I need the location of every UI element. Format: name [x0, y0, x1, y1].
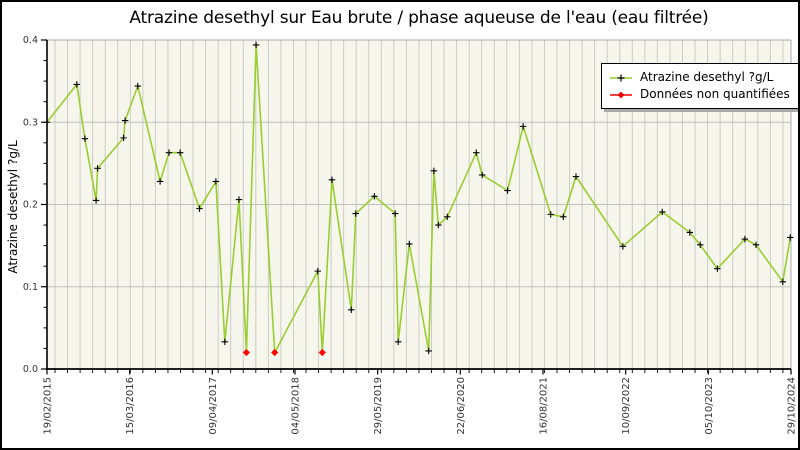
data-point-marker [779, 278, 787, 286]
data-point-marker [371, 193, 378, 200]
x-tick-label: 29/05/2019 [373, 377, 384, 435]
data-point-marker [659, 208, 666, 216]
data-point-marker [120, 134, 127, 142]
data-point-marker [435, 221, 442, 229]
data-point-marker [165, 149, 173, 156]
legend-entry-series: Atrazine desethyl ?g/L [609, 69, 790, 86]
y-tick-label: 0.2 [23, 200, 38, 211]
data-point-marker [425, 347, 432, 355]
data-point-marker [328, 176, 336, 184]
data-point-marker [314, 267, 322, 275]
data-point-marker [741, 235, 749, 243]
x-tick-label: 22/06/2020 [456, 377, 467, 435]
data-point-marker [352, 210, 359, 217]
chart-title: Atrazine desethyl sur Eau brute / phase … [129, 8, 709, 28]
data-point-marker [196, 205, 203, 212]
data-point-marker [348, 306, 355, 313]
data-point-marker [430, 167, 438, 174]
data-point-marker [560, 213, 567, 221]
x-tick-label: 15/03/2016 [125, 377, 136, 435]
non-quantified-marker [318, 348, 326, 357]
data-point-marker [121, 117, 129, 124]
y-tick-label: 0.3 [23, 117, 38, 128]
data-point-marker [235, 196, 243, 203]
data-point-marker [394, 338, 402, 346]
data-point-marker [519, 123, 527, 130]
legend-series-marker-icon [609, 72, 633, 84]
x-tick-label: 10/09/2022 [621, 377, 632, 435]
y-tick-label: 0.1 [23, 282, 38, 293]
data-point-marker [252, 41, 260, 49]
x-tick-label: 19/02/2015 [43, 377, 54, 435]
data-point-marker [547, 211, 554, 218]
legend-entry-non-quantified: Données non quantifiées [609, 86, 790, 103]
data-point-marker [752, 241, 760, 249]
x-tick-label: 16/08/2021 [539, 377, 550, 435]
data-point-marker [94, 165, 101, 172]
non-quantified-marker [271, 348, 279, 357]
data-point-marker [221, 338, 229, 346]
data-point-marker [156, 178, 164, 185]
x-tick-label: 09/04/2017 [208, 377, 219, 435]
y-tick-label: 0.0 [23, 364, 38, 375]
data-point-marker [391, 210, 399, 217]
data-point-marker [473, 149, 480, 156]
y-tick-label: 0.4 [23, 35, 38, 46]
data-point-marker [406, 240, 413, 248]
legend-box: Atrazine desethyl ?g/L Données non quant… [601, 63, 798, 109]
legend-non-quantified-marker-icon [609, 89, 633, 101]
data-point-marker [619, 243, 627, 250]
data-point-marker [504, 187, 511, 194]
data-point-marker [444, 213, 451, 221]
data-point-marker [787, 234, 794, 241]
data-point-marker [92, 197, 100, 204]
x-tick-label: 05/10/2023 [704, 377, 715, 435]
x-tick-label: 04/05/2018 [291, 377, 302, 435]
data-point-marker [686, 229, 694, 236]
data-point-marker [572, 173, 580, 180]
data-point-marker [81, 135, 89, 142]
data-point-marker [714, 265, 721, 272]
legend-non-quantified-label: Données non quantifiées [640, 87, 790, 101]
data-point-marker [73, 81, 80, 88]
legend-series-label: Atrazine desethyl ?g/L [640, 70, 774, 84]
data-point-marker [697, 241, 704, 249]
data-point-marker [212, 178, 220, 185]
data-point-marker [134, 82, 141, 90]
data-point-marker [176, 149, 184, 156]
x-tick-label: 29/10/2024 [787, 377, 798, 435]
data-point-marker [479, 171, 486, 179]
non-quantified-marker [242, 348, 250, 357]
